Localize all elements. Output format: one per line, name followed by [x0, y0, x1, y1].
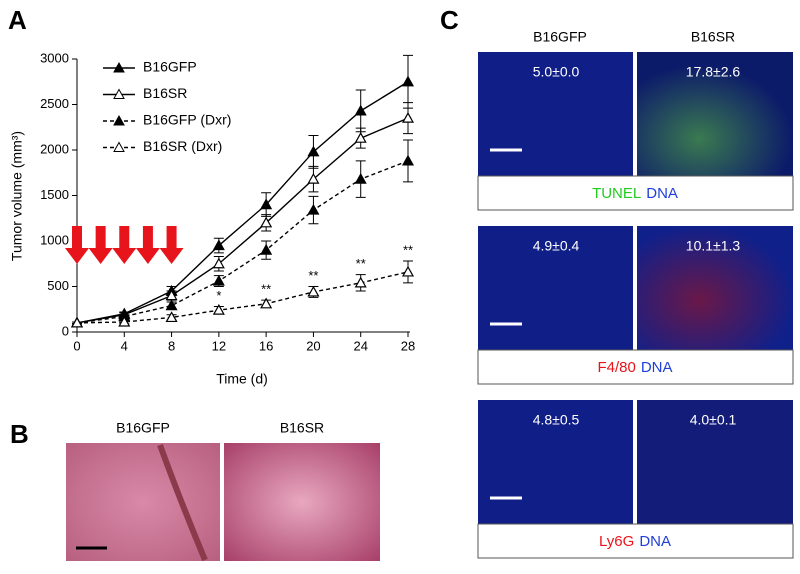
marker [401, 111, 415, 123]
panel-c-rows: 5.0±0.0 17.8±2.6 TUNEL DNA 4.9±0.4 10.1±1.3 F4… [477, 52, 794, 559]
counterstain-name: DNA [646, 185, 678, 202]
x-tick-label: 24 [353, 338, 367, 353]
marker [260, 198, 273, 210]
marker [307, 172, 320, 184]
caption-box [477, 175, 794, 211]
panel-label: B [10, 419, 29, 449]
significance: * [216, 288, 221, 303]
marker [212, 239, 225, 251]
stain-name: Ly6G [599, 533, 634, 550]
counterstain-name: DNA [639, 533, 671, 550]
legend-marker [113, 88, 125, 99]
marker [165, 311, 178, 323]
stain-caption: F4/80 DNA [597, 359, 672, 376]
marker [260, 243, 273, 255]
marker [354, 172, 367, 184]
y-tick-label: 1000 [40, 232, 69, 247]
column-label: B16GFP [533, 29, 587, 45]
quantification: 4.0±0.1 [690, 412, 737, 428]
micrograph [478, 52, 633, 176]
caption-box [477, 349, 794, 385]
dose-arrow [65, 226, 89, 264]
marker [354, 131, 367, 143]
series-line [76, 81, 409, 324]
x-axis-label: Time (d) [216, 371, 268, 387]
x-tick-label: 20 [306, 338, 320, 353]
quantification: 4.8±0.5 [533, 412, 580, 428]
stain-caption: TUNEL DNA [592, 185, 678, 202]
marker [260, 297, 273, 309]
micrograph [478, 226, 633, 350]
marker [118, 315, 131, 327]
marker [401, 154, 415, 166]
histology-image [224, 443, 380, 561]
y-axis-label: Tumor volume (mm³) [9, 131, 25, 261]
vessel [157, 443, 208, 562]
quantification: 10.1±1.3 [686, 238, 741, 254]
quantification: 5.0±0.0 [533, 64, 580, 80]
caption-box [477, 523, 794, 559]
marker [354, 104, 367, 116]
micrograph [637, 400, 793, 524]
significance: ** [308, 268, 318, 283]
significance: ** [261, 282, 271, 297]
x-tick-label: 4 [121, 338, 128, 353]
quantification: 17.8±2.6 [686, 64, 741, 80]
dose-arrow [159, 226, 184, 264]
x-tick-label: 16 [259, 338, 273, 353]
y-tick-label: 0 [62, 323, 69, 338]
legend-label: B16SR [143, 85, 187, 101]
column-label: B16SR [280, 420, 324, 436]
counterstain-name: DNA [641, 359, 673, 376]
legend-marker [113, 141, 125, 152]
marker [212, 257, 225, 269]
x-tick-label: 12 [212, 338, 226, 353]
marker [212, 303, 225, 315]
x-tick-label: 8 [168, 338, 175, 353]
series-line [76, 160, 409, 324]
legend-label: B16GFP [143, 59, 197, 75]
dose-arrow [88, 226, 113, 264]
micrograph [637, 226, 793, 350]
marker [260, 216, 273, 228]
y-tick-label: 2000 [40, 141, 69, 156]
x-tick-label: 28 [401, 338, 415, 353]
stain-name: TUNEL [592, 185, 641, 202]
stain-name: F4/80 [597, 359, 635, 376]
marker [307, 285, 320, 297]
marker [354, 276, 367, 288]
micrograph [637, 52, 793, 176]
dose-arrow [112, 226, 137, 264]
marker [401, 265, 415, 277]
marker [307, 145, 320, 157]
quantification: 4.9±0.4 [533, 238, 580, 254]
micrograph [478, 400, 633, 524]
column-label: B16SR [691, 29, 735, 45]
significance: ** [403, 242, 413, 257]
x-tick-label: 0 [73, 338, 80, 353]
series-line [76, 117, 409, 324]
panel-label: C [440, 5, 459, 35]
dose-arrow [135, 226, 160, 264]
y-tick-label: 1500 [40, 187, 69, 202]
legend-label: B16GFP (Dxr) [143, 112, 231, 128]
y-tick-label: 2500 [40, 96, 69, 111]
y-tick-label: 500 [47, 278, 69, 293]
legend-marker [113, 114, 125, 126]
legend-label: B16SR (Dxr) [143, 138, 222, 154]
marker [212, 274, 225, 286]
y-tick-label: 3000 [40, 50, 69, 65]
marker [70, 316, 84, 328]
legend-marker [113, 61, 125, 73]
marker [165, 299, 178, 311]
marker [307, 203, 320, 215]
panel-label: A [8, 5, 27, 35]
marker [401, 75, 415, 87]
significance: ** [356, 256, 366, 271]
column-label: B16GFP [116, 420, 170, 436]
stain-caption: Ly6G DNA [599, 533, 671, 550]
